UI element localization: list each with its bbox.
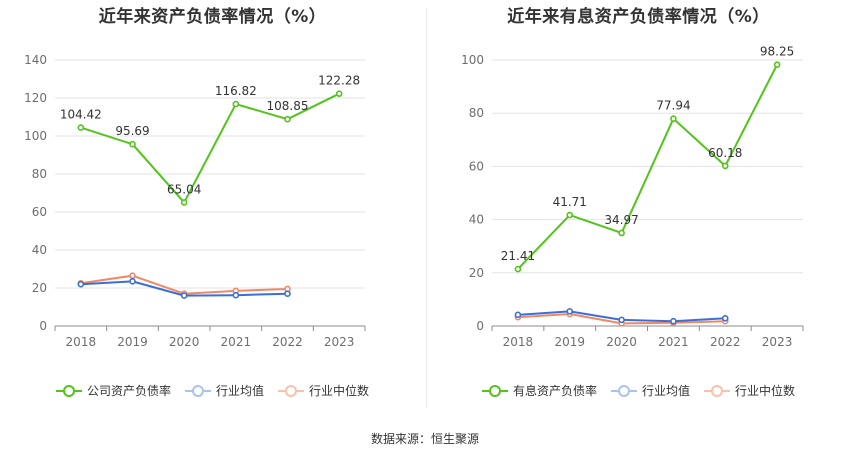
data-point — [566, 211, 574, 219]
data-label: 41.71 — [553, 195, 587, 209]
x-tick-label: 2020 — [169, 335, 200, 349]
x-tick-label: 2019 — [117, 335, 148, 349]
chart-panel-right: 近年来有息资产负债率情况（%） 0 20 40 60 80 100 2018 2019 2020… — [427, 0, 850, 410]
data-point — [670, 115, 677, 122]
y-tick-label: 120 — [24, 91, 47, 105]
data-label: 21.41 — [501, 249, 535, 263]
data-source-note: 数据来源：恒生聚源 — [370, 432, 479, 446]
y-tick-label: 100 — [24, 129, 47, 143]
data-point — [180, 199, 188, 206]
x-tick-label: 2018 — [66, 335, 97, 349]
x-tick-label: 2020 — [606, 335, 637, 349]
data-point — [618, 316, 625, 324]
data-point — [721, 162, 729, 170]
data-label: 122.28 — [318, 74, 360, 88]
data-point — [77, 124, 85, 131]
data-point — [618, 229, 625, 237]
y-tick-label: 80 — [32, 167, 47, 181]
legend-swatch-mean — [184, 384, 211, 397]
x-tick-label: 2022 — [710, 335, 741, 349]
data-label: 95.69 — [115, 124, 149, 138]
legend-item-industry-mean[interactable]: 行业均值 — [610, 382, 690, 399]
data-point — [514, 311, 522, 319]
data-label: 60.18 — [708, 146, 742, 160]
legend-label: 行业均值 — [641, 384, 690, 398]
data-point — [284, 115, 291, 123]
legend-item-industry-median[interactable]: 行业中位数 — [704, 382, 795, 399]
data-point — [721, 314, 729, 322]
data-point — [232, 100, 240, 108]
legend-label: 公司资产负债率 — [86, 384, 171, 398]
data-label: 104.42 — [60, 108, 102, 122]
data-label: 65.04 — [167, 182, 201, 196]
y-tick-label: 100 — [461, 53, 484, 67]
y-tick-label: 140 — [24, 53, 47, 67]
series-line — [80, 92, 340, 204]
y-tick-label: 40 — [32, 243, 47, 257]
data-label: 77.94 — [656, 99, 690, 113]
data-point — [129, 140, 136, 148]
data-label: 98.25 — [760, 45, 794, 59]
x-tick-label: 2021 — [658, 335, 689, 349]
data-point — [180, 292, 188, 299]
y-tick-label: 80 — [469, 106, 484, 120]
chart-title: 近年来资产负债率情况（%） — [98, 7, 327, 27]
line-chart-right: 0 20 40 60 80 100 2018 2019 2020 2021 2022 2023 21.4… — [461, 45, 804, 349]
legend: 公司资产负债率 行业均值 行业中位数 — [0, 382, 425, 399]
legend-swatch-median — [704, 384, 730, 397]
data-point — [129, 278, 136, 285]
data-point — [566, 308, 574, 315]
series-line — [517, 64, 778, 270]
x-tick-label: 2023 — [324, 335, 355, 349]
data-point — [335, 90, 343, 97]
legend-swatch-mean — [610, 384, 637, 397]
legend-item-industry-mean[interactable]: 行业均值 — [184, 382, 264, 399]
y-tick-label: 40 — [469, 213, 484, 227]
legend-item-company[interactable]: 公司资产负债率 — [55, 382, 171, 399]
legend-item-industry-median[interactable]: 行业中位数 — [278, 382, 369, 399]
legend-label: 行业均值 — [215, 384, 264, 398]
data-point — [77, 280, 85, 288]
legend-label: 行业中位数 — [309, 384, 370, 398]
x-tick-label: 2022 — [272, 335, 303, 349]
legend-swatch-median — [278, 384, 304, 397]
data-point — [773, 61, 781, 68]
legend-swatch-company — [55, 384, 82, 397]
y-tick-label: 20 — [32, 281, 47, 295]
y-tick-label: 60 — [32, 205, 47, 219]
y-tick-label: 0 — [39, 319, 47, 333]
chart-panel-left: 近年来资产负债率情况（%） 0 20 40 60 80 100 120 140 2018 2019… — [0, 0, 425, 410]
data-point — [232, 291, 240, 299]
legend-swatch-interest — [481, 384, 508, 397]
data-point — [284, 290, 291, 298]
x-tick-label: 2023 — [762, 335, 793, 349]
chart-title: 近年来有息资产负债率情况（%） — [507, 7, 770, 27]
y-tick-label: 0 — [476, 319, 484, 333]
panel-divider — [426, 8, 427, 408]
data-label: 116.82 — [215, 84, 257, 98]
y-tick-label: 20 — [469, 266, 484, 280]
line-chart-left: 0 20 40 60 80 100 120 140 2018 2019 2020 2021 2022 20… — [24, 53, 366, 349]
x-tick-label: 2018 — [503, 335, 534, 349]
data-point — [514, 265, 522, 273]
legend-item-interest-bearing[interactable]: 有息资产负债率 — [481, 382, 597, 399]
legend-label: 行业中位数 — [735, 384, 796, 398]
data-point — [129, 272, 136, 279]
x-tick-label: 2019 — [554, 335, 585, 349]
legend-label: 有息资产负债率 — [512, 384, 597, 398]
legend: 有息资产负债率 行业均值 行业中位数 — [427, 382, 850, 399]
data-label: 108.85 — [267, 99, 309, 113]
data-label: 34.97 — [604, 213, 638, 227]
y-tick-label: 60 — [469, 159, 484, 173]
x-tick-label: 2021 — [221, 335, 252, 349]
data-point — [670, 317, 677, 325]
